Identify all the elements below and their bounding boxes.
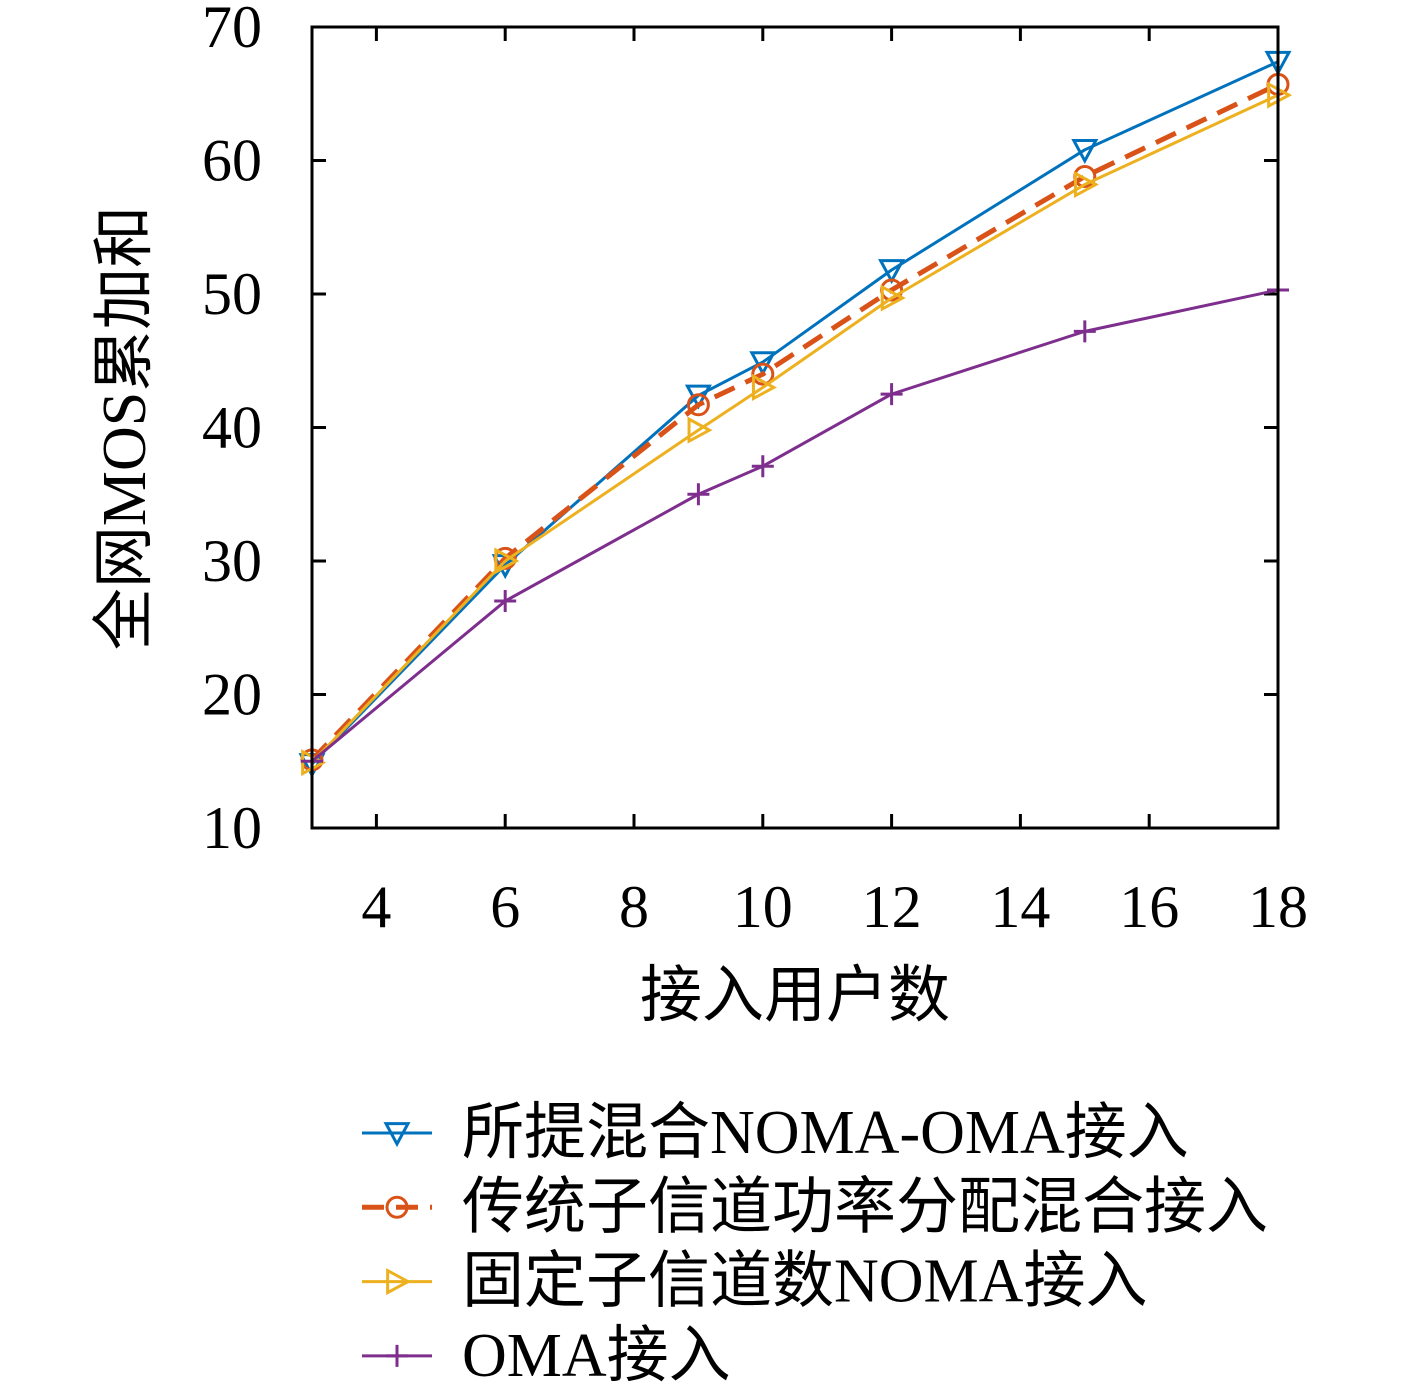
x-tick-label: 4 [361,874,391,940]
series-4 [301,278,1289,773]
y-tick-label: 60 [202,128,262,194]
series-1 [298,50,1292,779]
plot-frame [310,25,1280,830]
series-3-line [310,93,1279,764]
x-tick-label: 16 [1119,874,1179,940]
x-tick-label: 14 [990,874,1050,940]
y-tick-label: 70 [202,0,262,60]
series-1-line [310,60,1279,765]
legend-marker [383,1122,411,1148]
series-3-point [880,284,906,312]
series-1-point [749,351,777,377]
legend: 所提混合NOMA-OMA接入传统子信道功率分配混合接入固定子信道数NOMA接入O… [362,1099,1268,1387]
series-1-point [878,259,906,285]
y-tick-label: 40 [202,395,262,461]
series-1-point [1071,138,1099,164]
y-tick-label: 30 [202,528,262,594]
series-2-line [310,82,1280,762]
x-tick-label: 10 [733,874,793,940]
y-tick-label: 50 [202,261,262,327]
legend-entry-1: 所提混合NOMA-OMA接入 [362,1099,1189,1167]
axis-ticks [312,25,1280,830]
series-4-point [1073,320,1096,343]
x-tick-label: 12 [862,874,922,940]
y-tick-label: 10 [202,795,262,861]
series-4-point [687,483,710,506]
y-tick-label: 20 [202,662,262,728]
series-4-point [880,383,903,406]
tick-labels: 4 6 8 10 12 14 16 18 10 20 30 40 50 60 70 [202,0,1308,940]
legend-entry-4: OMA接入 [362,1322,731,1387]
legend-label: OMA接入 [462,1322,731,1387]
series-2-point [751,362,775,386]
series-3-point [494,547,520,575]
series-4-point [751,455,774,478]
series-3-point [687,416,713,444]
series-3 [301,81,1293,777]
legend-entry-3: 固定子信道数NOMA接入 [362,1248,1147,1316]
x-tick-label: 8 [619,874,649,940]
legend-label: 传统子信道功率分配混合接入 [462,1173,1268,1241]
legend-marker [385,1195,409,1219]
x-tick-label: 6 [490,874,520,940]
y-axis-label: 全网MOS累加和 [91,206,159,650]
legend-marker [386,1344,408,1367]
legend-marker [386,1268,412,1296]
x-tick-label: 18 [1248,874,1308,940]
series-4-point [494,590,517,613]
series-2-point [686,393,710,417]
series-layer [298,50,1293,779]
series-4-line [311,288,1279,763]
legend-label: 固定子信道数NOMA接入 [462,1248,1147,1316]
legend-label: 所提混合NOMA-OMA接入 [462,1099,1189,1167]
x-axis-label: 接入用户数 [640,962,950,1030]
series-3-point [1073,171,1099,199]
series-3-point [751,373,777,401]
series-2 [300,72,1290,772]
legend-entry-2: 传统子信道功率分配混合接入 [362,1173,1268,1241]
